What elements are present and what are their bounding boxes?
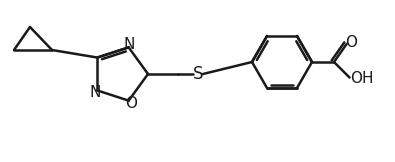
Text: N: N [124,37,135,52]
Text: N: N [90,85,101,100]
Text: O: O [125,96,137,111]
Text: OH: OH [350,71,373,86]
Text: S: S [193,65,203,83]
Text: O: O [346,35,357,51]
